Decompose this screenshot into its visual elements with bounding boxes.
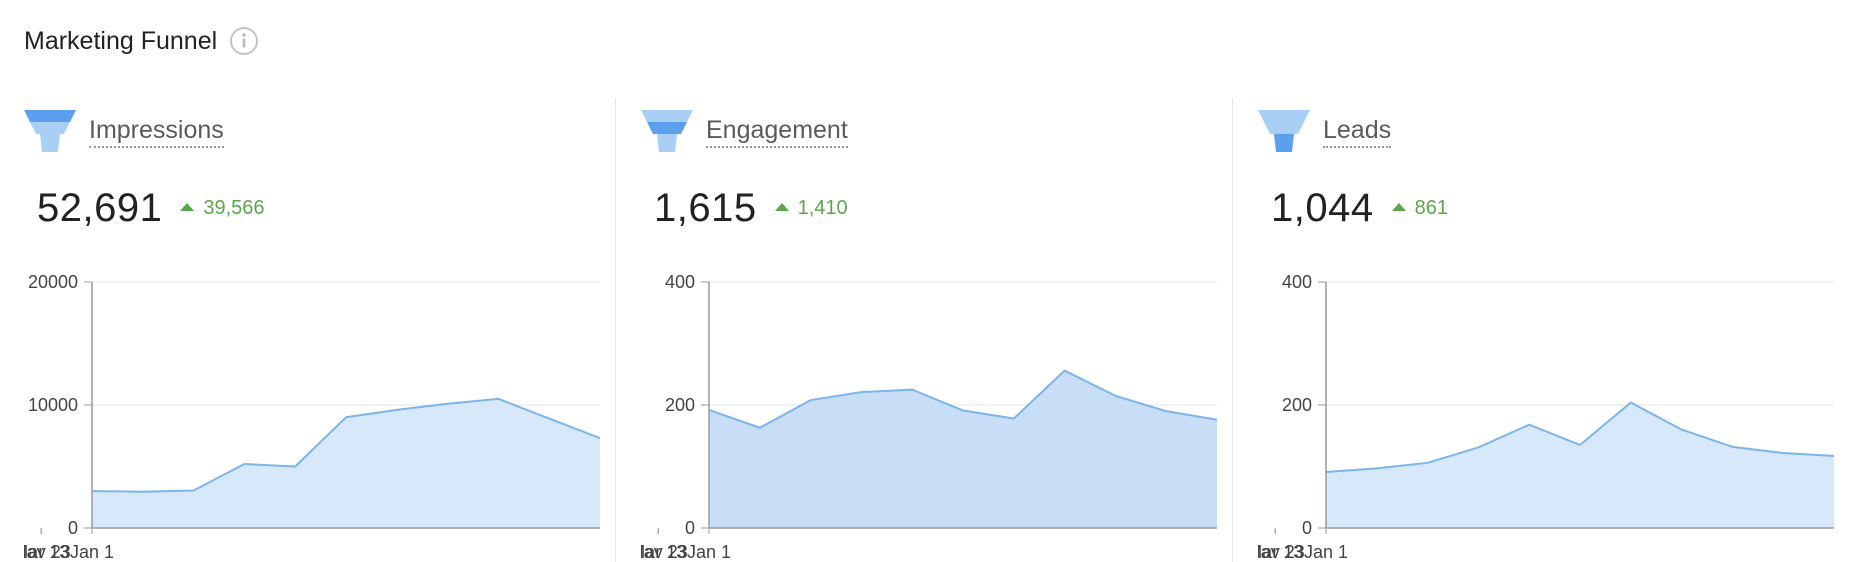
x-tick-label: May 23 xyxy=(641,542,688,558)
panel-leads: Leads 1,044 861 0 200 400 Jan 1Mar 13May 23 xyxy=(1258,98,1868,562)
x-tick-label: Mar 13 xyxy=(641,542,686,558)
x-tick-label: May 23 xyxy=(24,542,71,558)
panel-impressions: Impressions 52,691 39,566 0 10000 20000 Jan… xyxy=(24,98,641,562)
area-fill xyxy=(92,398,600,528)
up-icon xyxy=(180,202,195,211)
y-tick-label: 200 xyxy=(665,395,695,415)
y-tick-label: 400 xyxy=(1282,272,1312,292)
y-tick-label: 0 xyxy=(1302,518,1312,538)
area-chart-leads: 0 200 400 Jan 1Mar 13May 23 xyxy=(1258,272,1835,558)
delta-value: 39,566 xyxy=(203,197,265,219)
area-chart-impressions: 0 10000 20000 Jan 1Mar 13May 23 xyxy=(24,272,601,558)
x-tick-label: May 23 xyxy=(1258,542,1305,558)
metric-name[interactable]: Engagement xyxy=(706,115,848,148)
page-title: Marketing Funnel xyxy=(24,26,218,55)
kpi-value: 1,615 xyxy=(654,186,757,230)
area-fill xyxy=(709,370,1217,528)
y-tick-label: 0 xyxy=(68,518,78,538)
up-icon xyxy=(774,202,789,211)
series-line xyxy=(91,397,601,493)
series-line xyxy=(708,369,1218,429)
funnel-icon xyxy=(24,110,76,152)
y-tick-label: 10000 xyxy=(28,395,78,415)
x-tick-label: Jan 1 xyxy=(1304,542,1348,558)
up-icon xyxy=(1391,202,1406,211)
y-tick-label: 400 xyxy=(665,272,695,292)
area-fill xyxy=(1326,402,1834,528)
delta-value: 1,410 xyxy=(797,197,848,219)
kpi-delta: 39,566 xyxy=(180,197,265,220)
panel-divider xyxy=(615,98,616,562)
x-tick-label: Mar 13 xyxy=(24,542,69,558)
panel-engagement: Engagement 1,615 1,410 0 200 400 Jan 1Mar 1… xyxy=(641,98,1258,562)
metric-name[interactable]: Impressions xyxy=(89,115,224,148)
y-tick-label: 20000 xyxy=(28,272,78,292)
area-chart-engagement: 0 200 400 Jan 1Mar 13May 23 xyxy=(641,272,1218,558)
kpi-value: 52,691 xyxy=(37,186,163,230)
y-tick-label: 200 xyxy=(1282,395,1312,415)
series-line xyxy=(1325,401,1835,474)
x-tick-label: Jan 1 xyxy=(70,542,114,558)
x-tick-label: Jan 1 xyxy=(687,542,731,558)
x-tick-label: Mar 13 xyxy=(1258,542,1303,558)
header: Marketing Funnel xyxy=(24,26,259,56)
y-tick-label: 0 xyxy=(685,518,695,538)
info-circle-icon[interactable] xyxy=(229,26,259,56)
funnel-icon xyxy=(1258,110,1310,152)
delta-value: 861 xyxy=(1414,197,1448,219)
kpi-delta: 1,410 xyxy=(774,197,848,220)
metric-name[interactable]: Leads xyxy=(1323,115,1392,148)
kpi-value: 1,044 xyxy=(1271,186,1374,230)
funnel-icon xyxy=(641,110,693,152)
panel-divider xyxy=(1232,98,1233,562)
kpi-delta: 861 xyxy=(1391,197,1448,220)
